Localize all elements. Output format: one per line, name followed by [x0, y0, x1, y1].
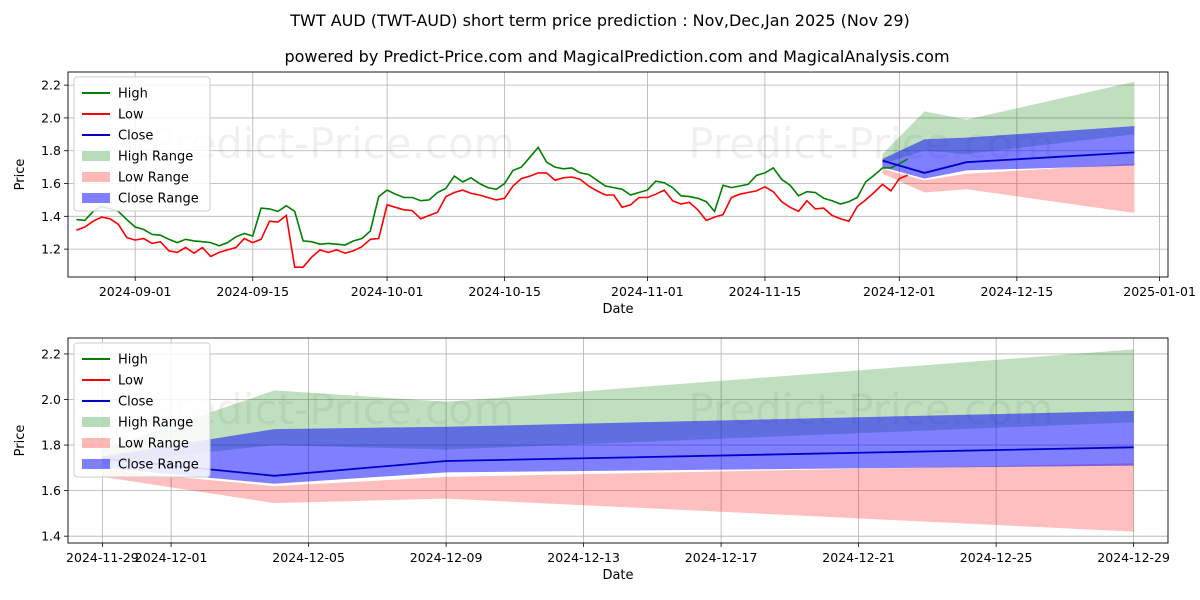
y-tick-label: 1.6: [41, 176, 61, 191]
legend-label: Close: [118, 395, 153, 410]
legend-box: [73, 76, 211, 212]
legend-swatch-patch: [82, 193, 110, 203]
legend-label: Close: [118, 129, 153, 144]
legend-label: Close Range: [118, 192, 199, 207]
x-tick-label: 2024-12-01: [135, 550, 208, 565]
y-tick-label: 2.0: [41, 110, 61, 125]
y-tick-label: 1.6: [41, 483, 61, 498]
close-range-band: [102, 410, 1134, 484]
low-range-band: [882, 163, 1135, 213]
y-axis-label: Price: [13, 159, 28, 191]
y-tick-label: 1.4: [41, 209, 61, 224]
legend: High Low Close High Range Low Range Close Ran…: [73, 76, 211, 212]
y-tick-label: 2.2: [41, 78, 61, 93]
legend-swatch-patch: [82, 417, 110, 427]
y-axis-label: Price: [13, 425, 28, 457]
legend-swatch-patch: [82, 459, 110, 469]
x-tick-label: 2024-09-01: [99, 284, 172, 299]
x-axis-label: Date: [602, 568, 633, 583]
close-line: [882, 151, 1135, 174]
legend-label: Close Range: [118, 458, 199, 473]
legend-swatch-patch: [82, 172, 110, 182]
chart-title: TWT AUD (TWT-AUD) short term price predi…: [289, 11, 909, 30]
legend-swatch-patch: [82, 151, 110, 161]
close-range-band: [882, 126, 1135, 179]
x-tick-label: 2024-11-29: [66, 550, 139, 565]
x-tick-label: 2024-09-15: [216, 284, 289, 299]
x-tick-label: 2024-12-15: [981, 284, 1054, 299]
x-tick-label: 2024-12-21: [822, 550, 895, 565]
legend-label: Low Range: [118, 171, 189, 186]
x-tick-label: 2024-12-29: [1097, 550, 1170, 565]
legend-label: High Range: [118, 150, 193, 165]
legend-box: [73, 342, 211, 478]
plot-frame: [67, 71, 1169, 278]
legend: High Low Close High Range Low Range Close Ran…: [73, 342, 211, 478]
legend-label: High: [118, 353, 148, 368]
x-tick-label: 2024-12-09: [410, 550, 483, 565]
y-tick-label: 1.2: [41, 242, 61, 257]
x-tick-label: 2024-11-01: [611, 284, 684, 299]
high-line: [76, 146, 909, 247]
low-line: [76, 172, 908, 269]
legend-label: Low: [118, 374, 144, 389]
x-tick-label: 2024-12-05: [272, 550, 345, 565]
x-tick-label: 2024-11-15: [729, 284, 802, 299]
y-tick-label: 1.4: [41, 529, 61, 544]
y-tick-label: 2.0: [41, 392, 61, 407]
x-tick-label: 2025-01-01: [1123, 284, 1196, 299]
legend-label: High Range: [118, 416, 193, 431]
legend-swatch-patch: [82, 438, 110, 448]
chart-subtitle: powered by Predict-Price.com and Magical…: [284, 47, 949, 66]
top-chart-panel: 1.2 1.4 1.6 1.8 2.0 2.2 2024-09-01 2024-09-15 20…: [13, 71, 1196, 317]
legend-label: High: [118, 87, 148, 102]
low-range-band: [102, 463, 1134, 532]
y-tick-label: 2.2: [41, 346, 61, 361]
x-tick-label: 2024-12-25: [960, 550, 1033, 565]
plot-frame: [67, 337, 1169, 544]
y-tick-label: 1.8: [41, 438, 61, 453]
x-tick-label: 2024-10-15: [468, 284, 541, 299]
legend-label: Low Range: [118, 437, 189, 452]
x-axis-label: Date: [602, 302, 633, 317]
x-tick-label: 2024-12-01: [863, 284, 936, 299]
x-tick-label: 2024-12-17: [685, 550, 758, 565]
y-tick-label: 1.8: [41, 143, 61, 158]
x-tick-label: 2024-12-13: [547, 550, 620, 565]
legend-label: Low: [118, 108, 144, 123]
x-tick-label: 2024-10-01: [351, 284, 424, 299]
